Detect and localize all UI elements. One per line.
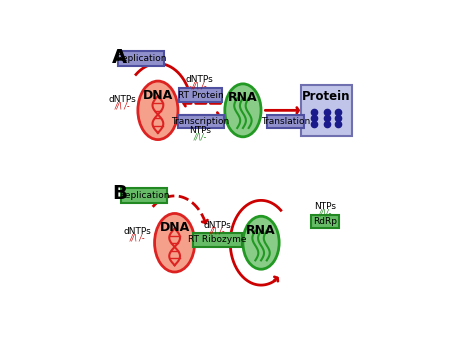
Text: //\ /-: //\ /- [210,227,225,236]
Text: Protein: Protein [302,90,351,104]
Text: DNA: DNA [143,88,173,101]
FancyBboxPatch shape [178,115,224,128]
Text: Replication: Replication [116,54,166,63]
FancyBboxPatch shape [193,233,242,247]
Text: RNA: RNA [246,224,276,237]
FancyBboxPatch shape [311,215,339,228]
Text: dNTPs: dNTPs [124,227,152,236]
Text: dNTPs: dNTPs [186,75,214,84]
Text: //\/-: //\/- [319,208,332,217]
Text: A: A [112,48,127,67]
Text: //\/-: //\/- [194,132,207,141]
Text: NTPs: NTPs [314,202,336,211]
Text: dNTPs: dNTPs [109,95,137,104]
FancyBboxPatch shape [121,188,167,203]
Ellipse shape [243,216,279,269]
Text: NTPs: NTPs [190,126,211,135]
FancyBboxPatch shape [179,88,222,102]
Text: RT Ribozyme: RT Ribozyme [188,235,246,244]
Text: Transcription: Transcription [172,117,230,126]
FancyBboxPatch shape [301,85,352,136]
Text: RNA: RNA [228,91,258,104]
Ellipse shape [225,84,261,137]
Text: //\ /-: //\ /- [130,233,146,243]
Text: Translation: Translation [261,117,310,126]
Text: B: B [112,184,127,203]
FancyBboxPatch shape [118,51,164,67]
Text: DNA: DNA [160,221,190,234]
Text: RdRp: RdRp [313,217,337,226]
Ellipse shape [155,214,195,272]
Text: //\ /-: //\ /- [192,81,208,90]
Ellipse shape [138,81,178,140]
Text: RT Protein: RT Protein [178,90,223,100]
FancyBboxPatch shape [267,115,304,128]
Text: //\ /-: //\ /- [115,101,130,110]
Text: dNTPs: dNTPs [203,221,231,230]
Text: Replication: Replication [118,191,169,200]
